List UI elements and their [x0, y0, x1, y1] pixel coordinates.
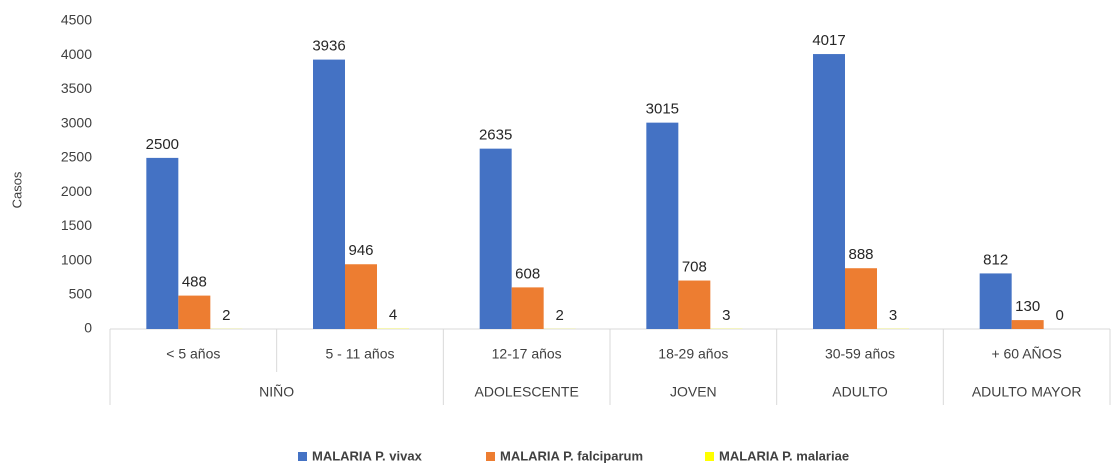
value-label: 608	[515, 265, 540, 282]
group-label: JOVEN	[670, 384, 717, 400]
legend-label: MALARIA P. vivax	[312, 448, 423, 463]
value-label: 2635	[479, 127, 512, 144]
bar	[178, 296, 210, 329]
bar	[678, 281, 710, 329]
group-label: NIÑO	[259, 384, 294, 400]
group-label: ADULTO MAYOR	[972, 384, 1082, 400]
value-label: 888	[848, 246, 873, 263]
x-tick-label: 30-59 años	[825, 346, 895, 362]
value-label: 946	[348, 242, 373, 259]
y-tick-label: 3000	[61, 114, 92, 130]
y-axis-label: Casos	[9, 171, 24, 208]
x-tick-label: 18-29 años	[658, 346, 728, 362]
value-label: 708	[682, 259, 707, 276]
value-label: 3015	[646, 101, 679, 118]
legend-swatch	[486, 452, 495, 461]
y-tick-label: 0	[84, 320, 92, 336]
x-tick-label: + 60 AÑOS	[991, 346, 1061, 362]
group-label: ADOLESCENTE	[475, 384, 579, 400]
legend-swatch	[298, 452, 307, 461]
y-tick-label: 500	[69, 285, 93, 301]
bar	[512, 287, 544, 329]
legend-label: MALARIA P. falciparum	[500, 448, 643, 463]
value-label: 3936	[312, 38, 345, 55]
y-tick-label: 2000	[61, 183, 92, 199]
bar	[345, 264, 377, 329]
value-label: 3	[889, 307, 897, 324]
bar	[845, 268, 877, 329]
value-label: 130	[1015, 298, 1040, 315]
bar	[646, 123, 678, 329]
value-label: 2	[555, 307, 563, 324]
value-label: 4	[389, 307, 397, 324]
bar	[813, 54, 845, 329]
value-label: 4017	[812, 32, 845, 49]
value-label: 3	[722, 307, 730, 324]
y-tick-label: 1000	[61, 251, 92, 267]
y-tick-label: 4000	[61, 46, 92, 62]
y-tick-label: 3500	[61, 80, 92, 96]
y-tick-label: 2500	[61, 149, 92, 165]
y-tick-label: 4500	[61, 12, 92, 28]
bar	[1012, 320, 1044, 329]
bar	[146, 158, 178, 329]
group-label: ADULTO	[832, 384, 888, 400]
value-label: 0	[1055, 307, 1063, 324]
y-tick-label: 1500	[61, 217, 92, 233]
value-label: 2500	[146, 136, 179, 153]
x-tick-label: < 5 años	[166, 346, 220, 362]
bar	[480, 149, 512, 329]
x-tick-label: 12-17 años	[492, 346, 562, 362]
value-label: 2	[222, 307, 230, 324]
bar	[980, 273, 1012, 329]
value-label: 488	[182, 274, 207, 291]
legend-swatch	[705, 452, 714, 461]
legend-label: MALARIA P. malariae	[719, 448, 849, 463]
x-tick-label: 5 - 11 años	[325, 346, 394, 362]
value-label: 812	[983, 251, 1008, 268]
bar	[313, 60, 345, 329]
